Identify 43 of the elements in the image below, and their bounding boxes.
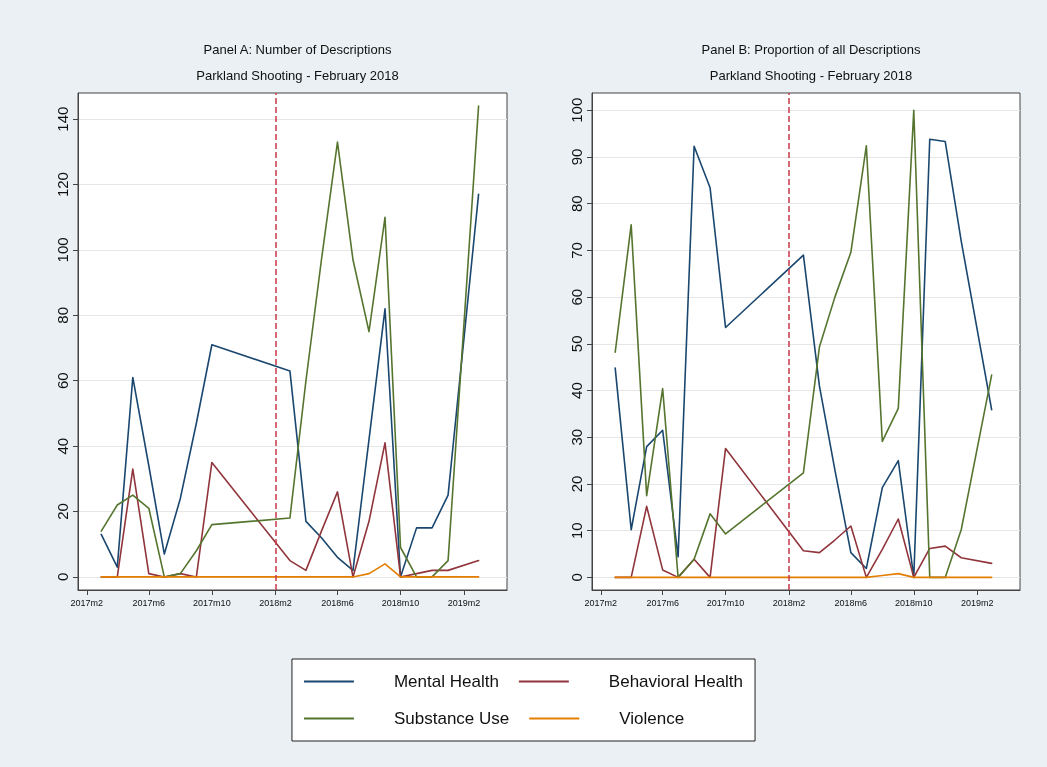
line-series bbox=[100, 193, 480, 578]
x-tick-label: 2018m2 bbox=[259, 597, 292, 608]
chart-subtitle: Parkland Shooting - February 2018 bbox=[709, 68, 913, 83]
y-tick-label: 100 bbox=[568, 97, 585, 123]
legend-label: Violence bbox=[619, 709, 685, 728]
y-tick-label: 20 bbox=[54, 503, 71, 520]
y-tick-label: 90 bbox=[568, 148, 585, 166]
x-tick-label: 2019m2 bbox=[960, 597, 994, 608]
y-tick-label: 40 bbox=[54, 437, 71, 455]
y-tick-label: 0 bbox=[54, 572, 71, 582]
x-tick-label: 2017m2 bbox=[584, 597, 618, 608]
y-tick-label: 20 bbox=[568, 475, 585, 493]
legend-label: Mental Health bbox=[393, 672, 499, 691]
y-tick-label: 80 bbox=[54, 307, 71, 324]
y-tick-label: 140 bbox=[54, 106, 71, 132]
chart-title: Panel B: Proportion of all Descriptions bbox=[701, 42, 921, 57]
y-tick-label: 120 bbox=[54, 172, 71, 198]
x-tick-label: 2017m6 bbox=[646, 597, 679, 608]
chart-title: Panel A: Number of Descriptions bbox=[203, 42, 392, 57]
x-tick-label: 2018m10 bbox=[381, 597, 420, 608]
chart-subtitle: Parkland Shooting - February 2018 bbox=[196, 68, 399, 83]
legend-label: Behavioral Health bbox=[608, 672, 744, 691]
y-tick-label: 40 bbox=[568, 382, 585, 399]
x-tick-label: 2017m2 bbox=[70, 597, 104, 608]
x-tick-label: 2017m10 bbox=[706, 597, 745, 608]
legend-label: Substance Use bbox=[393, 709, 510, 728]
y-tick-label: 70 bbox=[568, 242, 585, 259]
x-tick-label: 2018m2 bbox=[772, 597, 806, 608]
x-tick-label: 2018m10 bbox=[895, 597, 933, 608]
y-tick-label: 60 bbox=[568, 288, 585, 306]
y-tick-label: 0 bbox=[568, 573, 585, 582]
y-tick-label: 50 bbox=[568, 335, 585, 353]
x-tick-label: 2017m10 bbox=[193, 597, 231, 608]
y-tick-label: 60 bbox=[54, 372, 71, 390]
y-tick-label: 100 bbox=[54, 237, 71, 263]
line-series bbox=[100, 105, 480, 578]
x-tick-label: 2018m6 bbox=[834, 597, 868, 608]
x-tick-label: 2019m2 bbox=[447, 597, 481, 608]
y-tick-label: 80 bbox=[568, 195, 585, 213]
y-tick-label: 10 bbox=[568, 522, 585, 540]
x-tick-label: 2017m6 bbox=[132, 597, 166, 608]
x-tick-label: 2018m6 bbox=[321, 597, 354, 608]
y-tick-label: 30 bbox=[568, 428, 585, 446]
